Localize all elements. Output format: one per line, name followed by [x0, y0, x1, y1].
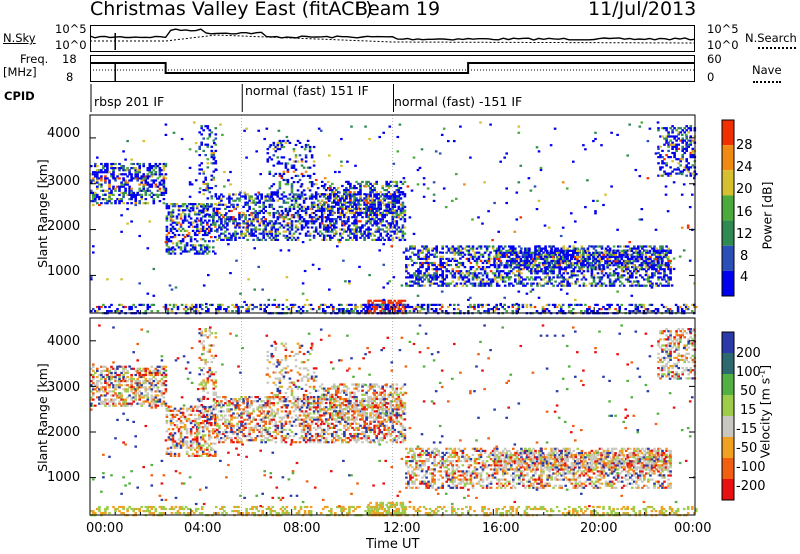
- nsearch-tick-bottom: 10^0: [707, 38, 739, 52]
- velocity-cbar-swatch-1: [722, 353, 734, 374]
- freq-tick-top: 18: [62, 52, 77, 66]
- power-cbar-tick-4: 4: [740, 270, 749, 285]
- nsearch-label: N.Search: [745, 31, 797, 45]
- power-cbar-label: Power [dB]: [759, 181, 775, 250]
- velocity-cbar-swatch-0: [722, 332, 734, 353]
- xtick-1600: 16:00: [482, 521, 520, 536]
- velocity-cbar-swatch-5: [722, 437, 734, 458]
- nave-tick-top: 60: [707, 52, 722, 66]
- power-cbar-tick-16: 16: [736, 205, 753, 220]
- nsky-panel: [90, 25, 695, 52]
- power-cbar-swatch-4: [722, 220, 734, 246]
- freq-panel: [90, 55, 695, 82]
- power-ytick-1000: 1000: [47, 264, 81, 279]
- cpid-segment-1: rbsp 201 IF: [94, 94, 165, 109]
- nave-tick-bottom: 0: [707, 70, 715, 84]
- power-cbar-swatch-5: [722, 245, 734, 271]
- velocity-cbar-swatch-2: [722, 374, 734, 395]
- velocity-cbar-tick-m50: -50: [736, 441, 758, 456]
- date-label: 11/Jul/2013: [588, 0, 697, 20]
- power-cbar-swatch-2: [722, 170, 734, 196]
- velocity-cbar-swatch-6: [722, 458, 734, 479]
- power-cbar-swatch-1: [722, 145, 734, 171]
- velocity-cbar-tick-m100: -100: [736, 460, 766, 475]
- power-ytick-2000: 2000: [47, 219, 81, 234]
- power-cbar-tick-12: 12: [736, 227, 753, 242]
- velocity-ytick-3000: 3000: [47, 380, 81, 395]
- power-cbar-tick-24: 24: [736, 160, 753, 175]
- velocity-ytick-2000: 2000: [47, 425, 81, 440]
- velocity-heatmap-cells: [90, 324, 698, 517]
- velocity-background: [90, 318, 695, 515]
- power-cbar-tick-20: 20: [736, 182, 753, 197]
- xtick-2000: 20:00: [580, 521, 618, 536]
- velocity-cbar-tick-15: 15: [740, 403, 757, 418]
- power-cbar-tick-28: 28: [736, 138, 753, 153]
- freq-curve: [90, 62, 695, 74]
- station-title: Christmas Valley East (fitACF): [90, 0, 373, 20]
- power-cbar-tick-8: 8: [740, 249, 749, 264]
- velocity-cbar-tick-m15: -15: [736, 422, 758, 437]
- cpid-label: CPID: [4, 89, 35, 103]
- nsky-tick-bottom: 10^0: [55, 38, 87, 52]
- velocity-cbar-frame: [721, 331, 735, 501]
- velocity-ytick-4000: 4000: [47, 334, 81, 349]
- power-cbar-swatch-6: [722, 270, 734, 296]
- velocity-cbar-swatch-7: [722, 479, 734, 500]
- velocity-cbar-label-main: Velocity [m s: [757, 377, 773, 459]
- cpid-segment-3: normal (fast) -151 IF: [394, 94, 523, 109]
- cpid-segment-2: normal (fast) 151 IF: [245, 83, 369, 98]
- velocity-ytick-1000: 1000: [47, 470, 81, 485]
- nsky-tick-top: 10^5: [55, 22, 87, 36]
- power-heatmap-cells: [90, 121, 698, 315]
- nsky-curve: [89, 28, 696, 41]
- beam-label: Beam 19: [355, 0, 441, 20]
- velocity-cbar-swatch-3: [722, 395, 734, 416]
- velocity-cbar-label-sup: -1: [757, 369, 767, 378]
- power-cbar-swatch-0: [722, 120, 734, 146]
- velocity-cbar-tick-50: 50: [740, 384, 757, 399]
- power-ytick-3000: 3000: [47, 174, 81, 189]
- xtick-0400: 04:00: [184, 521, 222, 536]
- nave-label: Nave: [752, 63, 782, 77]
- freq-label-line2: [MHz]: [3, 65, 37, 79]
- velocity-cbar-tick-100: 100: [736, 365, 761, 380]
- velocity-cbar-tick-m200: -200: [736, 479, 766, 494]
- xlabel: Time UT: [366, 537, 420, 552]
- power-cbar-swatch-3: [722, 195, 734, 221]
- power-cbar-frame: [721, 119, 735, 297]
- nsearch-legend-line: [758, 47, 796, 49]
- nsearch-tick-top: 10^5: [707, 22, 739, 36]
- velocity-cbar-swatch-4: [722, 416, 734, 437]
- power-ytick-4000: 4000: [47, 126, 81, 141]
- xtick-0800: 08:00: [283, 521, 321, 536]
- velocity-cbar-tick-200: 200: [736, 346, 761, 361]
- xtick-2400: 00:00: [674, 521, 712, 536]
- xtick-1200: 12:00: [383, 521, 421, 536]
- xtick-0000: 00:00: [86, 521, 124, 536]
- velocity-cbar-label: Velocity [m s-1]: [757, 357, 772, 467]
- freq-tick-bottom: 8: [66, 70, 74, 84]
- nsky-label: N.Sky: [3, 31, 36, 45]
- nave-legend-line: [753, 81, 781, 83]
- freq-label-line1: Freq.: [20, 52, 49, 66]
- velocity-cbar-label-end: ]: [757, 364, 773, 370]
